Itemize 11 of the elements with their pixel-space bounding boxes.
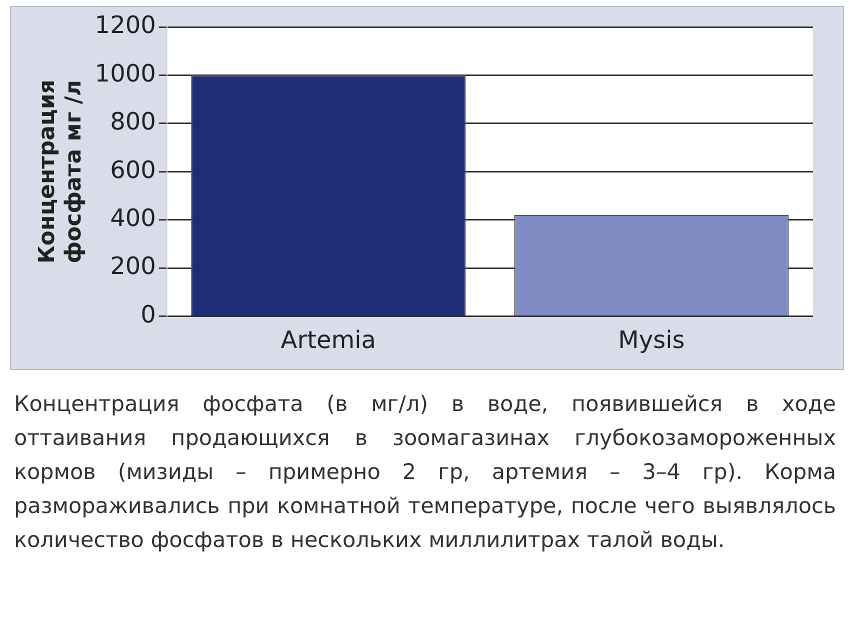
y-tick-label: 600: [110, 156, 156, 184]
y-tick-label: 800: [110, 108, 156, 136]
y-tick-label: 1200: [94, 11, 156, 40]
y-tick-label: 400: [110, 204, 156, 232]
x-tick-label: Artemia: [280, 326, 376, 354]
y-tick-label: 200: [110, 252, 156, 280]
x-tick-label: Mysis: [618, 326, 685, 354]
y-tick-label: 0: [140, 300, 156, 328]
y-axis-title: Концентрация фосфата мг /л: [34, 80, 86, 264]
text: Концентрация фосфата (в мг/л) в воде, появившейся в ходе оттаивания продающихся в зоомагазинах глубокозамороженных кормов (мизиды – примерно 2 гр, артемия – 3–4 гр). Корма размораживались при комнатной температуре, после чего выявлялось количество фосфатов в нескольких миллилитрах талой воды.: [14, 391, 836, 555]
y-tick-label: 1000: [94, 59, 156, 88]
